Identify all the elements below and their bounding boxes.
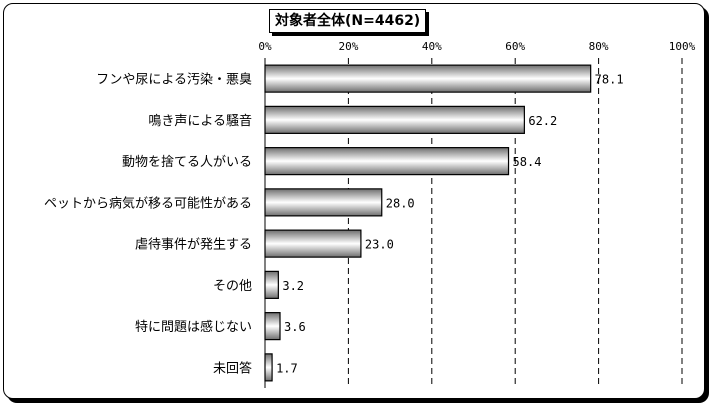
tick-label-100: 100% [669, 40, 696, 53]
category-label-7: 特に問題は感じない [135, 319, 252, 335]
category-label-8: 未回答 [213, 360, 252, 376]
value-label-2: 62.2 [528, 114, 557, 128]
category-label-2: 鳴き声による騒音 [148, 113, 252, 129]
bar-4 [264, 188, 383, 217]
tick-label-80: 80% [589, 40, 609, 53]
bar-6 [264, 270, 279, 299]
tick-label-0: 0% [258, 40, 272, 53]
chart-title: 対象者全体(N=4462) [269, 9, 427, 33]
value-label-6: 3.2 [282, 279, 304, 293]
bar-3 [264, 147, 510, 176]
category-label-5: 虐待事件が発生する [135, 237, 252, 253]
category-label-6: その他 [213, 279, 252, 294]
bar-7 [264, 312, 281, 341]
bar-1 [264, 64, 592, 93]
value-label-7: 3.6 [284, 320, 306, 334]
category-label-4: ペットから病気が移る可能性がある [44, 195, 252, 211]
category-label-1: フンや尿による汚染・悪臭 [96, 73, 252, 88]
tick-label-20: 20% [338, 40, 358, 53]
value-label-8: 1.7 [276, 361, 298, 375]
bar-2 [264, 105, 525, 134]
tick-label-40: 40% [422, 40, 442, 53]
value-label-1: 78.1 [595, 73, 624, 87]
bar-5 [264, 229, 362, 258]
tick-label-60: 60% [505, 40, 525, 53]
value-label-4: 28.0 [386, 196, 415, 210]
value-label-3: 58.4 [513, 155, 542, 169]
value-label-5: 23.0 [365, 238, 394, 252]
bar-8 [264, 353, 273, 382]
category-label-3: 動物を捨てる人がいる [122, 154, 252, 170]
